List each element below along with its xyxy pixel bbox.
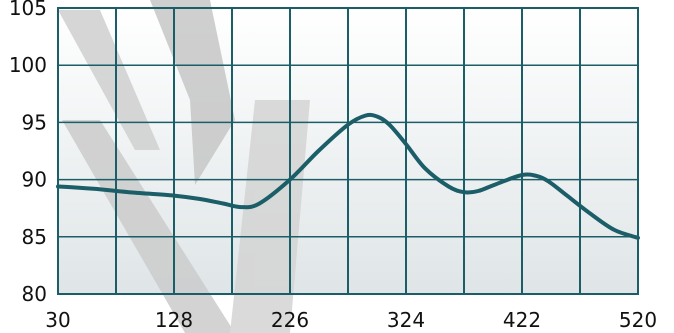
watermark-logo xyxy=(58,0,310,333)
y-tick-label: 100 xyxy=(9,53,47,77)
y-tick-label: 105 xyxy=(9,0,47,20)
y-tick-label: 80 xyxy=(22,282,47,306)
y-tick-label: 85 xyxy=(22,225,47,249)
x-axis-ticks: 30 128 226 324 422 520 xyxy=(45,308,657,332)
x-tick-label: 324 xyxy=(387,308,425,332)
series-line xyxy=(56,112,640,240)
plot-frame xyxy=(57,7,639,295)
x-tick-label: 422 xyxy=(503,308,541,332)
x-tick-label: 226 xyxy=(271,308,309,332)
x-tick-label: 520 xyxy=(619,308,657,332)
y-tick-label: 90 xyxy=(22,168,47,192)
y-tick-label: 95 xyxy=(22,110,47,134)
x-tick-label: 30 xyxy=(45,308,70,332)
y-axis-ticks: 105 100 95 90 85 80 xyxy=(9,0,47,306)
x-tick-label: 128 xyxy=(155,308,193,332)
